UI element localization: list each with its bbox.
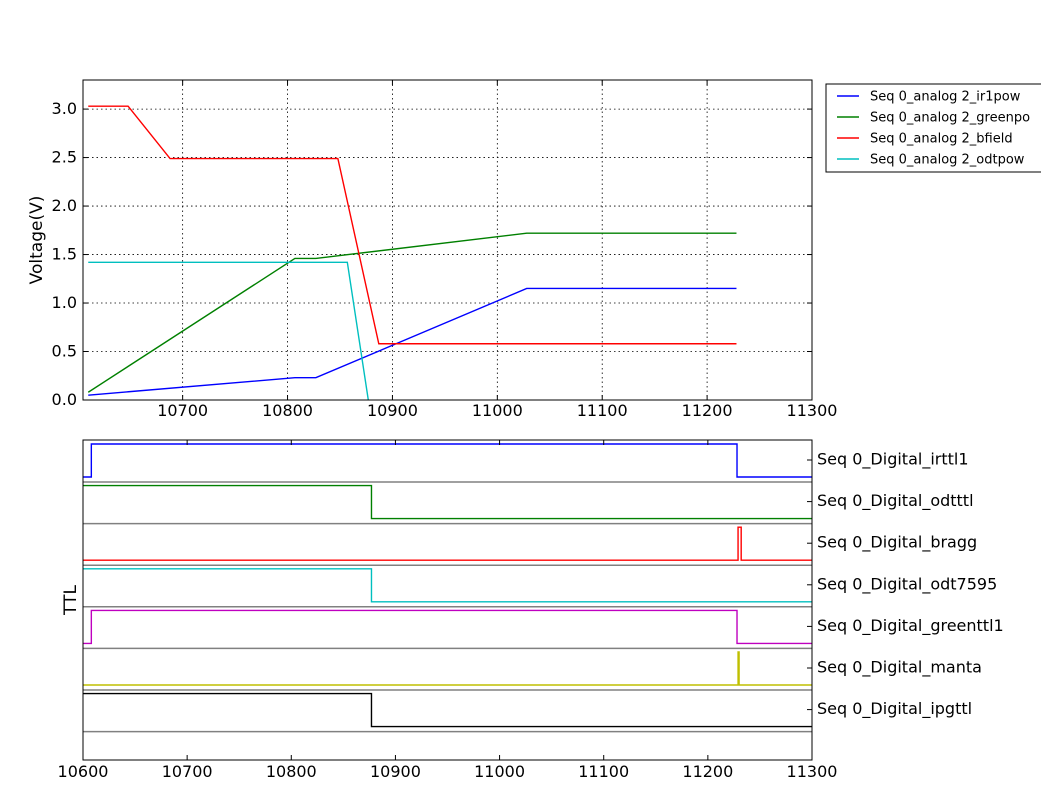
x-tick-label: 11100 <box>578 762 629 781</box>
analog-legend: Seq 0_analog 2_ir1pow Seq 0_analog 2_gree… <box>825 83 1041 173</box>
legend-label-seq-0-analog-2-greenpo: Seq 0_analog 2_greenpo <box>870 111 1030 126</box>
x-tick-label: 11300 <box>787 762 838 781</box>
x-tick-label: 11000 <box>474 762 525 781</box>
x-tick-label: 10700 <box>157 401 208 420</box>
ttl-channel-label-seq-0-digital-manta: Seq 0_Digital_manta <box>817 658 982 678</box>
ttl-trace-seq-0-digital-manta <box>83 651 812 686</box>
x-tick-label: 10800 <box>266 762 317 781</box>
analog-voltage-plot: 10700 10800 10900 11000 11100 11200 11300 0.00… <box>27 79 837 420</box>
x-tick-label: 10900 <box>370 762 421 781</box>
analog-plot-frame <box>82 79 813 401</box>
ttl-trace-seq-0-digital-odt7595 <box>83 568 812 603</box>
digital-y-axis-label: TTL <box>61 585 81 616</box>
y-tick-label: 1.0 <box>52 293 77 312</box>
ttl-channel-label-seq-0-digital-odt7595: Seq 0_Digital_odt7595 <box>817 574 997 594</box>
digital-ttl-plot: 10600 10700 10800 10900 11000 11100 11200 11300… <box>58 439 1004 781</box>
y-tick-label: 0.0 <box>52 390 77 409</box>
y-tick-label: 0.5 <box>52 342 77 361</box>
digital-ttl-traces <box>83 443 812 733</box>
ttl-channel-label-seq-0-digital-ipgttl: Seq 0_Digital_ipgttl <box>817 699 972 719</box>
y-tick-label: 2.0 <box>52 196 77 215</box>
digital-plot-frame <box>82 439 813 761</box>
x-tick-label: 11000 <box>472 401 523 420</box>
digital-channel-labels: Seq 0_Digital_irttl1 Seq 0_Digital_odtttl… <box>817 450 1004 720</box>
legend-label-seq-0-analog-2-bfield: Seq 0_analog 2_bfield <box>870 132 1013 147</box>
x-tick-label: 10900 <box>367 401 418 420</box>
x-tick-label: 11300 <box>787 401 838 420</box>
ttl-trace-seq-0-digital-odtttl <box>83 484 812 520</box>
x-tick-label: 11200 <box>682 401 733 420</box>
x-tick-label: 11200 <box>682 762 733 781</box>
ttl-trace-seq-0-digital-irttl1 <box>83 443 812 478</box>
ttl-channel-label-seq-0-digital-odtttl: Seq 0_Digital_odtttl <box>817 491 974 511</box>
legend-items: Seq 0_analog 2_ir1pow Seq 0_analog 2_gree… <box>837 90 1030 168</box>
x-tick-label: 10700 <box>162 762 213 781</box>
series-line-seq-0-analog-2-odtpow <box>88 261 369 401</box>
analog-y-ticks: 0.0 0.5 1.0 1.5 2.0 2.5 3.0 <box>52 99 812 409</box>
ttl-channel-label-seq-0-digital-greenttl1: Seq 0_Digital_greenttl1 <box>817 616 1004 636</box>
x-tick-label: 11100 <box>577 401 628 420</box>
series-line-seq-0-analog-2-bfield <box>88 105 737 345</box>
analog-series-lines <box>87 105 737 401</box>
legend-label-seq-0-analog-2-odtpow: Seq 0_analog 2_odtpow <box>870 153 1025 168</box>
analog-x-ticks: 10700 10800 10900 11000 11100 11200 11300 <box>157 80 837 420</box>
ttl-trace-seq-0-digital-ipgttl <box>83 692 812 728</box>
ttl-channel-label-seq-0-digital-bragg: Seq 0_Digital_bragg <box>817 533 977 553</box>
series-line-seq-0-analog-2-ir1pow <box>88 287 737 396</box>
legend-label-seq-0-analog-2-ir1pow: Seq 0_analog 2_ir1pow <box>870 90 1021 105</box>
ttl-channel-label-seq-0-digital-irttl1: Seq 0_Digital_irttl1 <box>817 450 969 470</box>
y-tick-label: 3.0 <box>52 99 77 118</box>
ttl-trace-seq-0-digital-greenttl1 <box>83 609 812 645</box>
x-tick-label: 10800 <box>262 401 313 420</box>
digital-x-ticks: 10600 10700 10800 10900 11000 11100 11200 11300 <box>58 440 838 781</box>
ttl-trace-seq-0-digital-bragg <box>83 526 812 561</box>
y-tick-label: 1.5 <box>52 245 77 264</box>
y-tick-label: 2.5 <box>52 148 77 167</box>
legend-box <box>825 83 1041 173</box>
series-line-seq-0-analog-2-greenpo <box>87 232 737 393</box>
analog-y-axis-label: Voltage(V) <box>27 196 47 285</box>
x-tick-label: 10600 <box>58 762 109 781</box>
